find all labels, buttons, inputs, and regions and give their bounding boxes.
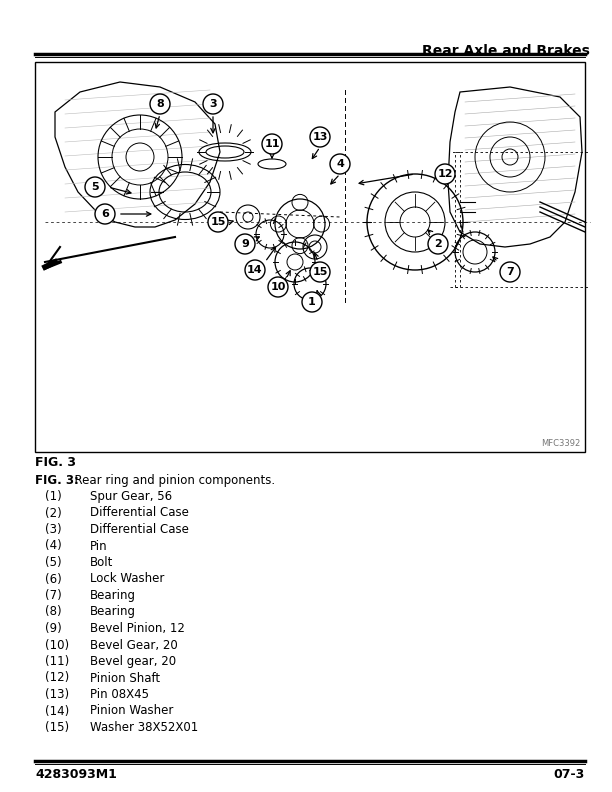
Text: 7: 7 [506,267,514,277]
Text: (6): (6) [45,573,62,585]
Text: Pin 08X45: Pin 08X45 [90,688,149,701]
Text: FIG. 3: FIG. 3 [35,456,76,469]
Text: 4: 4 [336,159,344,169]
Circle shape [330,154,350,174]
Text: (7): (7) [45,589,62,602]
Text: 14: 14 [247,265,263,275]
Text: (12): (12) [45,672,69,684]
Text: (4): (4) [45,539,62,553]
Text: 15: 15 [312,267,327,277]
Text: (10): (10) [45,638,69,652]
Text: Differential Case: Differential Case [90,507,189,520]
Text: Bolt: Bolt [90,556,113,569]
Text: (2): (2) [45,507,62,520]
Circle shape [310,262,330,282]
Text: (15): (15) [45,721,69,734]
Text: Bevel Gear, 20: Bevel Gear, 20 [90,638,177,652]
Text: 15: 15 [211,217,226,227]
Text: Rear Axle and Brakes: Rear Axle and Brakes [422,44,590,58]
Text: Pinion Washer: Pinion Washer [90,705,173,718]
Text: 11: 11 [264,139,280,149]
Circle shape [235,234,255,254]
Text: Pin: Pin [90,539,108,553]
Circle shape [262,134,282,154]
Text: MFC3392: MFC3392 [541,439,580,448]
Text: 2: 2 [434,239,442,249]
Text: (9): (9) [45,622,62,635]
Text: 07-3: 07-3 [554,768,585,781]
Text: (1): (1) [45,490,62,503]
Circle shape [203,94,223,114]
Text: (8): (8) [45,606,62,619]
Text: 3: 3 [209,99,217,109]
Text: FIG. 3:: FIG. 3: [35,474,79,487]
Text: (14): (14) [45,705,69,718]
Bar [35,62,585,452]
Polygon shape [448,87,582,247]
Text: Spur Gear, 56: Spur Gear, 56 [90,490,172,503]
Circle shape [85,177,105,197]
Text: 1: 1 [308,297,316,307]
Circle shape [95,204,115,224]
Text: 5: 5 [91,182,99,192]
Circle shape [435,164,455,184]
Circle shape [245,260,265,280]
Circle shape [302,292,322,312]
Text: Lock Washer: Lock Washer [90,573,165,585]
Circle shape [500,262,520,282]
Polygon shape [55,82,220,227]
Text: 6: 6 [101,209,109,219]
Text: Bearing: Bearing [90,589,136,602]
Text: Rear ring and pinion components.: Rear ring and pinion components. [67,474,275,487]
Circle shape [208,212,228,232]
Text: Differential Case: Differential Case [90,523,189,536]
Text: (3): (3) [45,523,62,536]
Text: 12: 12 [437,169,453,179]
Text: Bevel Pinion, 12: Bevel Pinion, 12 [90,622,185,635]
Text: 4283093M1: 4283093M1 [35,768,117,781]
Text: 8: 8 [156,99,164,109]
Text: 13: 13 [312,132,327,142]
Text: Pinion Shaft: Pinion Shaft [90,672,160,684]
Text: (13): (13) [45,688,69,701]
Circle shape [310,127,330,147]
Text: (5): (5) [45,556,62,569]
Circle shape [428,234,448,254]
Text: Bevel gear, 20: Bevel gear, 20 [90,655,176,668]
Text: 9: 9 [241,239,249,249]
Text: 10: 10 [271,282,286,292]
Circle shape [150,94,170,114]
Text: (11): (11) [45,655,69,668]
Text: Bearing: Bearing [90,606,136,619]
Circle shape [268,277,288,297]
Text: Washer 38X52X01: Washer 38X52X01 [90,721,198,734]
